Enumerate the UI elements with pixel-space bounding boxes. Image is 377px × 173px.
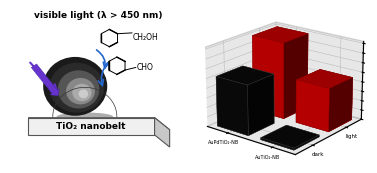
FancyArrow shape — [31, 64, 59, 96]
Text: CHO: CHO — [137, 63, 153, 72]
Polygon shape — [28, 118, 155, 135]
Text: CH₂OH: CH₂OH — [133, 33, 159, 42]
Ellipse shape — [49, 63, 104, 113]
Ellipse shape — [72, 84, 92, 101]
Polygon shape — [28, 118, 155, 135]
Polygon shape — [28, 118, 170, 130]
Polygon shape — [155, 118, 170, 147]
Ellipse shape — [43, 57, 107, 116]
Text: visible light (λ > 450 nm): visible light (λ > 450 nm) — [34, 11, 162, 20]
Ellipse shape — [57, 112, 113, 121]
Polygon shape — [0, 117, 188, 173]
Text: TiO₂ nanobelt: TiO₂ nanobelt — [56, 122, 125, 131]
Polygon shape — [28, 118, 170, 130]
Ellipse shape — [66, 78, 95, 104]
Text: TiO₂ nanobelt: TiO₂ nanobelt — [56, 122, 125, 131]
Polygon shape — [155, 118, 170, 147]
Ellipse shape — [78, 89, 88, 98]
Ellipse shape — [58, 70, 100, 108]
